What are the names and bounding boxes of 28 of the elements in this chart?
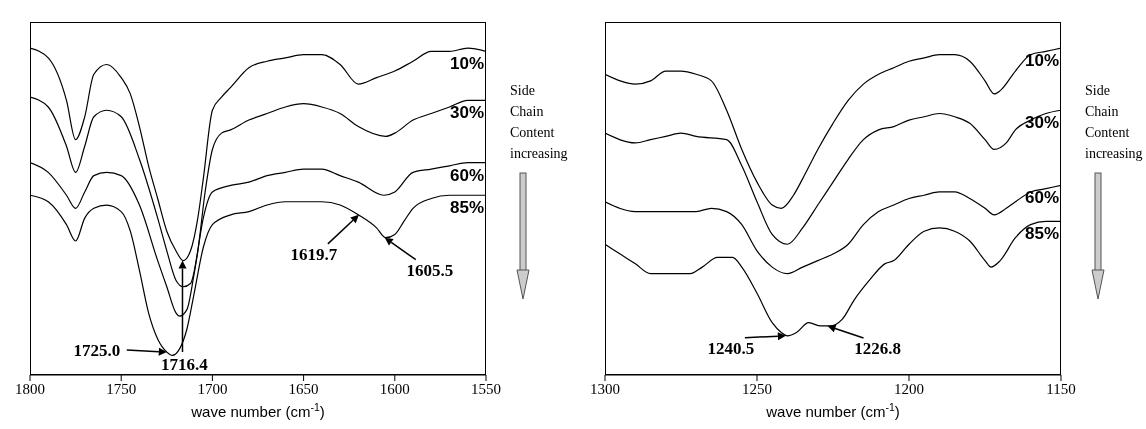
x-tick-label: 1700 bbox=[197, 380, 228, 397]
series-label: 10% bbox=[449, 54, 484, 74]
text: Side Chain Content increasing bbox=[1085, 82, 1143, 163]
x-axis-title: wave number (cm$^{-1}$) bbox=[190, 401, 325, 420]
annotation: 1716.4 bbox=[161, 355, 209, 374]
x-tick-label: 1250 bbox=[742, 380, 772, 397]
series-label: 60% bbox=[449, 165, 484, 185]
series-label: 85% bbox=[449, 198, 484, 218]
series-label: 10% bbox=[1024, 51, 1059, 71]
x-tick-label: 1750 bbox=[106, 380, 137, 397]
x-tick-label: 1550 bbox=[471, 380, 501, 397]
series-label: 85% bbox=[1024, 224, 1059, 244]
annotation: 1605.5 bbox=[406, 260, 454, 280]
x-tick-label: 1200 bbox=[894, 380, 924, 397]
x-tick-label: 1600 bbox=[379, 380, 410, 397]
x-tick-label: 1650 bbox=[288, 380, 319, 397]
annotation: 1240.5 bbox=[707, 338, 755, 358]
text: Side Chain Content increasing bbox=[510, 82, 568, 163]
x-tick-label: 1800 bbox=[15, 380, 45, 397]
annotation: 1725.0 bbox=[73, 341, 121, 361]
annotation: 1226.8 bbox=[854, 338, 901, 358]
x-tick-label: 1300 bbox=[590, 380, 620, 397]
series-label: 30% bbox=[1024, 113, 1059, 133]
series-label: 60% bbox=[1024, 188, 1059, 208]
x-axis-title: wave number (cm$^{-1}$) bbox=[765, 401, 900, 420]
annotation: 1619.7 bbox=[290, 244, 338, 264]
x-tick-label: 1150 bbox=[1046, 380, 1076, 397]
series-label: 30% bbox=[449, 103, 484, 123]
